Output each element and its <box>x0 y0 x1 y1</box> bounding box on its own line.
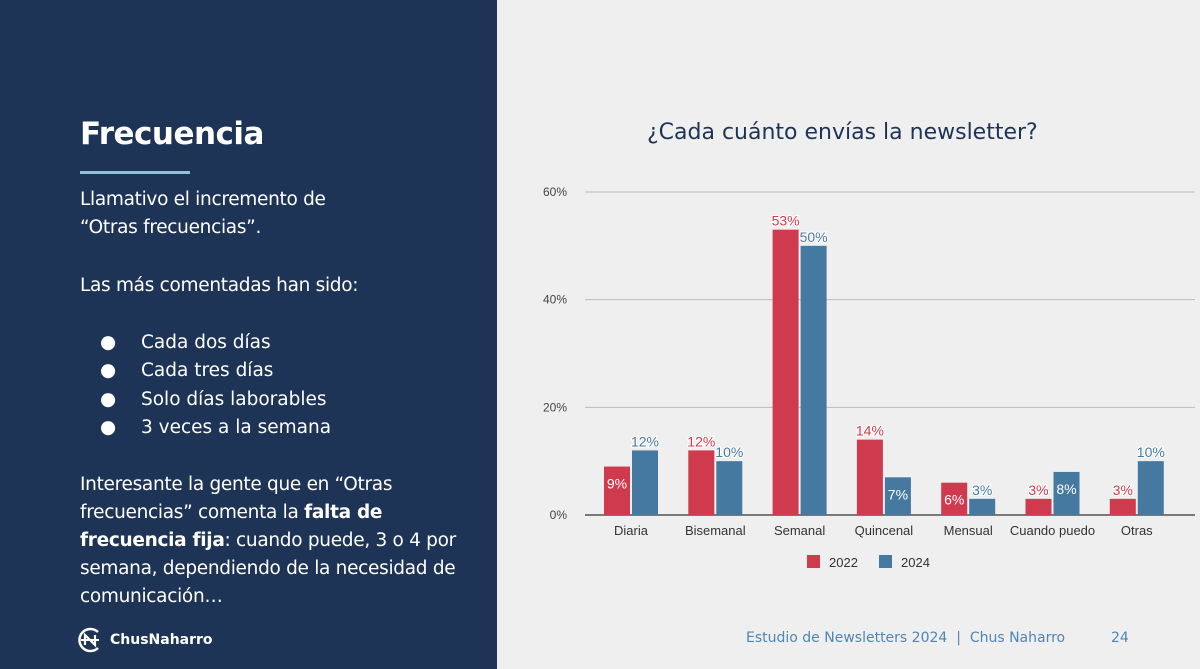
data-label: 3% <box>1028 482 1048 498</box>
data-label: 10% <box>1137 444 1165 460</box>
x-tick-label: Mensual <box>944 523 993 538</box>
title-underline <box>80 171 190 174</box>
chart-panel: ¿Cada cuánto envías la newsletter? 0% 20%… <box>497 0 1200 669</box>
list-item: ● 3 veces a la semana <box>100 416 332 438</box>
data-label: 9% <box>607 476 627 492</box>
y-tick-label: 60% <box>543 185 567 199</box>
data-label: 14% <box>856 423 884 439</box>
bar-2024 <box>716 461 743 515</box>
legend-swatch-2022 <box>807 555 820 568</box>
bar-2022 <box>772 229 799 515</box>
intro-text: Llamativo el incremento de “Otras frecue… <box>80 186 326 242</box>
x-tick-label: Otras <box>1121 523 1153 538</box>
intro-line: “Otras frecuencias”. <box>80 217 262 238</box>
bar-2022 <box>856 439 883 515</box>
list-item: ● Cada tres días <box>100 360 274 382</box>
bar-2022 <box>604 466 630 515</box>
data-label: 6% <box>944 492 964 508</box>
x-tick-label: Cuando puedo <box>1010 523 1095 538</box>
logo-text: ChusNaharro <box>110 632 213 648</box>
data-label: 53% <box>772 213 800 229</box>
closing-text: Interesante la gente que en “Otras frecu… <box>80 474 456 607</box>
bar-2024 <box>884 477 911 515</box>
list-item: ● Cada dos días <box>100 332 271 353</box>
bar-2022 <box>1109 498 1136 515</box>
bar-chart: 0%20%40%60%Diaria9%12%Bisemanal12%10%Sem… <box>543 185 1195 570</box>
data-label: 50% <box>800 229 828 245</box>
y-tick-label: 0% <box>550 508 568 522</box>
y-tick-label: 40% <box>543 293 567 307</box>
chart-title: ¿Cada cuánto envías la newsletter? <box>647 120 1038 145</box>
data-label: 3% <box>1113 482 1133 498</box>
bar-2024 <box>1137 461 1164 515</box>
x-tick-label: Semanal <box>774 523 825 538</box>
y-tick-label: 20% <box>543 400 567 414</box>
intro-line: Llamativo el incremento de <box>80 189 326 210</box>
list-item: ● Solo días laborables <box>100 388 327 410</box>
left-panel: Frecuencia Llamativo el incremento de “O… <box>0 0 497 669</box>
bar-2024 <box>632 450 658 515</box>
bar-2022 <box>1025 498 1052 515</box>
list-heading: Las más comentadas han sido: <box>80 275 359 296</box>
x-tick-label: Quincenal <box>855 523 914 538</box>
bar-2022 <box>941 482 968 515</box>
legend-label: 2024 <box>901 555 930 570</box>
logo-icon <box>78 627 99 653</box>
bar-2024 <box>800 245 827 516</box>
slide-title: Frecuencia <box>80 116 264 152</box>
bar-2022 <box>688 450 715 515</box>
data-label: 12% <box>687 433 715 449</box>
x-tick-label: Diaria <box>614 523 649 538</box>
bar-2024 <box>1053 471 1080 515</box>
x-tick-label: Bisemanal <box>685 523 746 538</box>
footer-text: Estudio de Newsletters 2024 | Chus Nahar… <box>746 630 1066 646</box>
page-number: 24 <box>1111 630 1129 646</box>
data-label: 12% <box>631 433 659 449</box>
legend-swatch-2024 <box>879 555 892 568</box>
data-label: 8% <box>1056 481 1076 497</box>
brand-logo: ChusNaharro <box>76 626 213 654</box>
data-label: 10% <box>715 444 743 460</box>
data-label: 7% <box>888 486 908 502</box>
bar-2024 <box>969 498 996 515</box>
legend-label: 2022 <box>829 555 858 570</box>
bullet-list: ● Cada dos días ● Cada tres días ● Solo día… <box>100 329 331 442</box>
data-label: 3% <box>972 482 992 498</box>
